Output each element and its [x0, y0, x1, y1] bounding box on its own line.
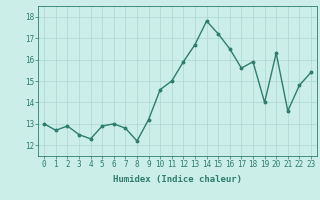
X-axis label: Humidex (Indice chaleur): Humidex (Indice chaleur) — [113, 175, 242, 184]
